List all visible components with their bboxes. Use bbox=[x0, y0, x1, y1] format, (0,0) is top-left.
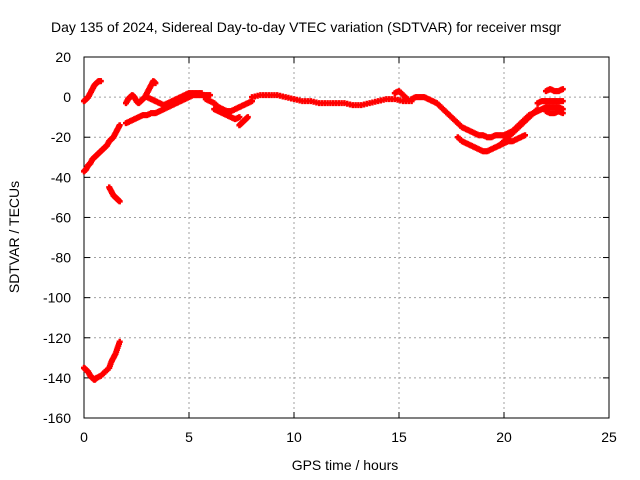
data-point bbox=[198, 90, 205, 97]
x-tick-label: 10 bbox=[286, 429, 302, 445]
series-trace-p bbox=[534, 98, 566, 107]
data-point bbox=[559, 98, 566, 105]
data-point bbox=[522, 132, 528, 139]
data-point bbox=[559, 86, 566, 93]
x-tick-label: 25 bbox=[601, 429, 617, 445]
x-axis-label: GPS time / hours bbox=[292, 457, 399, 473]
data-point bbox=[116, 198, 123, 205]
series-trace-d bbox=[81, 338, 123, 383]
x-tick-label: 20 bbox=[496, 429, 512, 445]
data-point bbox=[236, 114, 243, 121]
data-point bbox=[97, 78, 104, 85]
y-tick-label: -100 bbox=[43, 290, 71, 306]
series-trace-m bbox=[408, 94, 566, 141]
series-trace-o bbox=[496, 106, 541, 149]
y-tick-label: 20 bbox=[55, 49, 71, 65]
data-points bbox=[81, 78, 566, 383]
series-trace-a bbox=[81, 78, 104, 105]
grid bbox=[84, 57, 609, 418]
y-tick-label: -120 bbox=[43, 330, 71, 346]
y-tick-label: -20 bbox=[51, 129, 71, 145]
series-trace-n bbox=[454, 132, 528, 155]
series-trace-g bbox=[144, 90, 205, 109]
series-trace-h bbox=[202, 96, 255, 115]
axis-ticks: 0 5 10 15 20 25 -160 -140 -120 -100 -80 -60 -40 -20 0 2… bbox=[43, 49, 617, 445]
y-tick-label: -80 bbox=[51, 250, 71, 266]
series-trace-j bbox=[236, 114, 251, 129]
data-point bbox=[244, 114, 251, 121]
y-tick-label: -60 bbox=[51, 209, 71, 225]
y-tick-label: 0 bbox=[63, 89, 71, 105]
series-trace-c bbox=[106, 184, 123, 205]
y-tick-label: -40 bbox=[51, 169, 71, 185]
y-tick-label: -140 bbox=[43, 370, 71, 386]
data-point bbox=[152, 80, 159, 87]
y-axis-label: SDTVAR / TECUs bbox=[6, 181, 22, 293]
data-point bbox=[559, 110, 566, 117]
series-trace-q bbox=[543, 86, 566, 95]
x-tick-label: 5 bbox=[185, 429, 193, 445]
x-tick-label: 0 bbox=[80, 429, 88, 445]
data-point bbox=[207, 92, 213, 99]
y-tick-label: -160 bbox=[43, 410, 71, 426]
series-trace-r bbox=[543, 108, 566, 117]
plot-frame bbox=[83, 56, 610, 419]
data-point bbox=[116, 338, 123, 345]
chart-title: Day 135 of 2024, Sidereal Day-to-day VTE… bbox=[51, 19, 561, 35]
series-trace-b bbox=[81, 122, 123, 175]
data-point bbox=[116, 122, 123, 129]
x-tick-label: 15 bbox=[391, 429, 407, 445]
data-point bbox=[534, 106, 541, 113]
series-trace-i bbox=[211, 106, 243, 123]
series-trace-k bbox=[249, 92, 415, 109]
